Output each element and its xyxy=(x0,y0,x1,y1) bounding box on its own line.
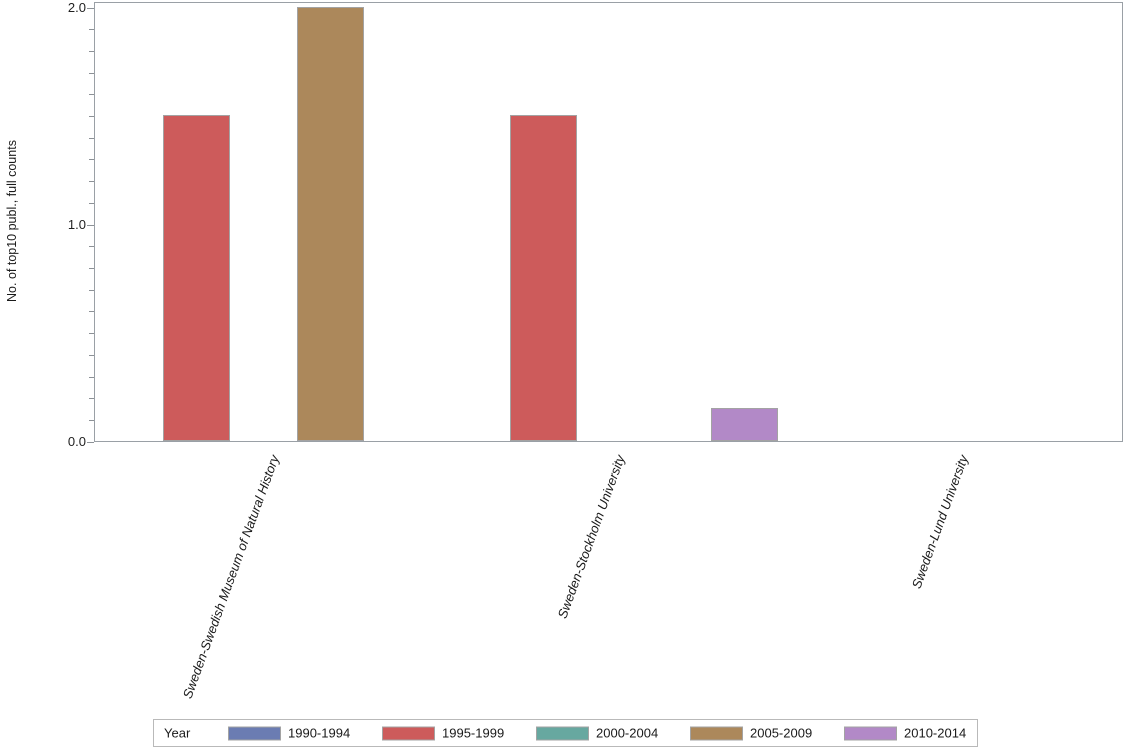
y-minor-tick xyxy=(89,181,94,182)
legend-swatch-1995-1999 xyxy=(382,726,435,740)
legend-entry: 2000-2004 xyxy=(536,726,658,741)
y-minor-tick xyxy=(89,116,94,117)
y-axis-title: No. of top10 publ., full counts xyxy=(5,140,19,302)
bar-1995-1999-category-1 xyxy=(163,115,230,441)
y-minor-tick xyxy=(89,311,94,312)
y-tick-label: 0.0 xyxy=(67,434,86,449)
y-minor-tick xyxy=(89,398,94,399)
legend-swatch-2005-2009 xyxy=(690,726,743,740)
legend-swatch-2000-2004 xyxy=(536,726,589,740)
x-category-label: Sweden-Lund University xyxy=(908,453,972,591)
y-tick-label: 1.0 xyxy=(67,217,86,232)
y-minor-tick xyxy=(89,138,94,139)
y-minor-tick xyxy=(89,333,94,334)
legend-entry: 2010-2014 xyxy=(844,726,966,741)
legend-item-label: 1995-1999 xyxy=(442,725,505,741)
legend-title: Year xyxy=(164,725,191,741)
plot-area xyxy=(94,2,1123,442)
y-minor-tick xyxy=(89,355,94,356)
y-minor-tick xyxy=(89,94,94,95)
y-minor-tick xyxy=(89,159,94,160)
bar-2010-2014-category-2 xyxy=(711,408,778,441)
y-tick-label: 2.0 xyxy=(67,0,86,15)
y-minor-tick xyxy=(89,51,94,52)
legend-entry: 1995-1999 xyxy=(382,726,504,741)
legend-item-label: 1990-1994 xyxy=(288,725,351,741)
legend-entry: 2005-2009 xyxy=(690,726,812,741)
legend-swatch-1990-1994 xyxy=(228,726,281,740)
y-minor-tick xyxy=(89,246,94,247)
legend: Year 1990-1994 1995-1999 2000-2004 2005-200… xyxy=(153,719,978,747)
legend-item-label: 2000-2004 xyxy=(596,725,659,741)
x-category-label: Sweden-Stockholm University xyxy=(554,453,629,621)
legend-swatch-2010-2014 xyxy=(844,726,897,740)
y-minor-tick xyxy=(89,203,94,204)
y-minor-tick xyxy=(89,377,94,378)
y-major-tick xyxy=(87,225,94,226)
legend-entry: 1990-1994 xyxy=(228,726,350,741)
y-minor-tick xyxy=(89,420,94,421)
legend-item-label: 2005-2009 xyxy=(750,725,813,741)
legend-item-label: 2010-2014 xyxy=(904,725,967,741)
y-major-tick xyxy=(87,442,94,443)
y-minor-tick xyxy=(89,268,94,269)
y-minor-tick xyxy=(89,290,94,291)
y-major-tick xyxy=(87,8,94,9)
bar-1995-1999-category-2 xyxy=(510,115,577,441)
x-category-label: Sweden-Swedish Museum of Natural History xyxy=(179,453,282,701)
y-minor-tick xyxy=(89,73,94,74)
y-minor-tick xyxy=(89,29,94,30)
bar-2005-2009-category-1 xyxy=(297,7,364,441)
